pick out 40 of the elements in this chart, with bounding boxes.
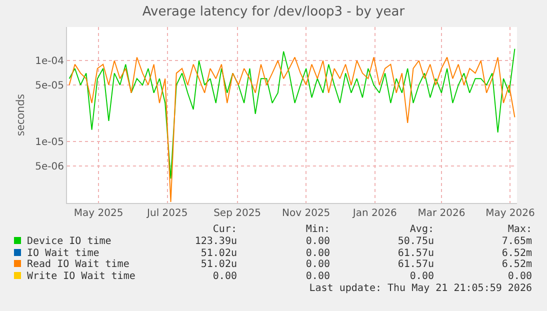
text: Cur: xyxy=(212,224,237,235)
chart-title: Average latency for /dev/loop3 - by year xyxy=(142,4,406,20)
y-axis-title: seconds xyxy=(12,94,28,136)
text: 0.00 xyxy=(306,271,330,282)
text: 0.00 xyxy=(306,248,330,259)
text: Max: xyxy=(508,224,532,235)
text: 51.02u xyxy=(200,248,237,259)
line-series xyxy=(68,56,516,203)
text: 123.39u xyxy=(194,236,237,247)
x-tick-label: Jan 2026 xyxy=(352,208,397,219)
text: 61.57u xyxy=(398,259,434,270)
text: Min: xyxy=(306,224,330,235)
x-tick-label: Jul 2025 xyxy=(146,208,188,219)
x-tick-label: Mar 2026 xyxy=(418,208,466,219)
text: 0.00 xyxy=(306,236,330,247)
text: Last update: Thu May 21 21:05:59 2026 xyxy=(309,283,532,294)
legend-label: Read IO Wait time xyxy=(27,259,130,270)
text: 51.02u xyxy=(200,259,237,270)
line-series xyxy=(68,48,516,180)
text: 0.00 xyxy=(306,259,330,270)
text: 0.00 xyxy=(212,271,237,282)
text: 7.65m xyxy=(502,236,532,247)
text: 50.75u xyxy=(398,236,434,247)
x-tick-label: Sep 2025 xyxy=(214,208,262,219)
text: 6.52m xyxy=(502,248,532,259)
x-tick-label: Nov 2025 xyxy=(282,208,330,219)
text: 61.57u xyxy=(398,248,434,259)
y-tick-label: 5e-05 xyxy=(35,80,64,92)
x-tick-label: May 2025 xyxy=(74,208,124,219)
y-tick-label: 1e-05 xyxy=(35,137,64,148)
text: 6.52m xyxy=(502,259,532,270)
legend-label: Write IO Wait time xyxy=(27,271,136,282)
x-tick-label: May 2026 xyxy=(486,208,535,219)
text: 0.00 xyxy=(410,271,434,282)
legend-label: IO Wait time xyxy=(27,248,100,259)
y-tick-label: 5e-06 xyxy=(35,162,64,173)
y-tick-label: 1e-04 xyxy=(35,56,64,68)
text: Avg: xyxy=(410,224,434,235)
text: 0.00 xyxy=(508,271,532,282)
legend-label: Device IO time xyxy=(27,236,112,247)
